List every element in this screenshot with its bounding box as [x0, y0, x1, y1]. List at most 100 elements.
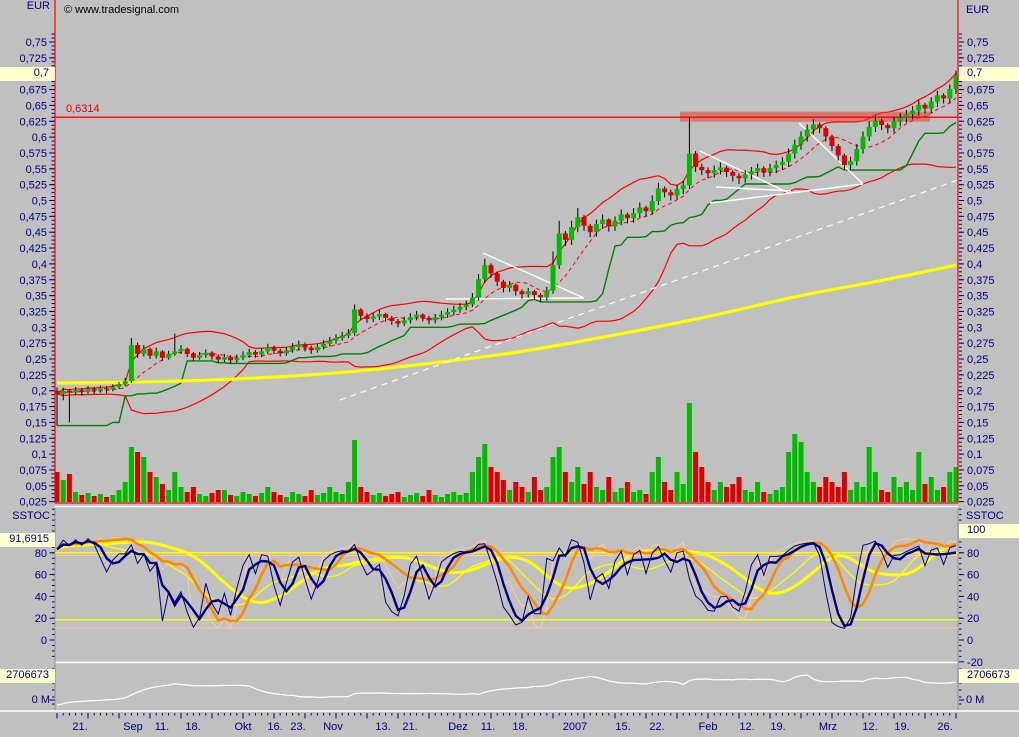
candle-body	[376, 313, 382, 317]
volume-bar	[600, 490, 606, 502]
volume-bar	[97, 494, 103, 502]
price-tick-label-left: 0,625	[19, 116, 47, 128]
xaxis-date-label: 11.	[481, 721, 495, 733]
volume-bar	[903, 482, 909, 502]
candle-body	[525, 291, 531, 295]
candle-body	[903, 114, 909, 118]
candle-body	[383, 313, 389, 318]
volume-bar	[383, 496, 389, 502]
price-tick-label-left: 0,45	[26, 227, 47, 239]
volume-bar	[910, 490, 916, 502]
volume-bar	[488, 467, 494, 502]
price-tick-label-left: 0,225	[19, 370, 47, 382]
price-axis-unit-left: EUR	[26, 0, 50, 12]
volume-bar	[166, 490, 172, 502]
sstoc-tick-label-left: 60	[35, 570, 47, 582]
candle-body	[259, 351, 265, 355]
candle-body	[928, 101, 934, 109]
volume-bar	[277, 495, 283, 502]
xaxis-date-label: Mrz	[819, 721, 837, 733]
candle-body	[823, 128, 829, 137]
candle-body	[680, 185, 686, 190]
volume-bar	[376, 493, 382, 502]
volume-bar	[773, 490, 779, 502]
volume-bar	[699, 467, 705, 502]
volume-bar	[854, 482, 860, 502]
candle-body	[810, 124, 816, 130]
candle-body	[668, 192, 674, 196]
price-tick-label-left: 0,075	[19, 465, 47, 477]
volume-bar	[767, 494, 773, 502]
xaxis-date-label: Nov	[323, 721, 343, 733]
price-tick-label-right: 0,65	[967, 100, 988, 112]
volume-bar	[686, 403, 692, 502]
price-tick-label-left: 0,025	[19, 497, 47, 509]
price-tick-label-right: 0,625	[967, 116, 995, 128]
candle-body	[203, 352, 209, 356]
volume-bar	[792, 434, 798, 502]
candle-body	[624, 214, 630, 219]
candle-body	[476, 279, 482, 298]
candle-body	[854, 149, 860, 162]
volume-bar	[265, 487, 271, 502]
candle-body	[265, 347, 271, 352]
volume-bar	[810, 482, 816, 502]
sstoc-tick-label-right: 80	[967, 548, 979, 560]
sstoc-tick-label-left: 20	[35, 613, 47, 625]
xaxis-date-label: 19.	[770, 721, 785, 733]
candle-body	[438, 314, 444, 318]
price-tick-label-right: 0,4	[967, 259, 982, 271]
candle-body	[494, 273, 500, 282]
sstoc-panel-title-right: SSTOC	[966, 510, 1004, 522]
volume-total-label-left: 2706673	[0, 669, 55, 683]
volume-bar	[122, 482, 128, 502]
candle-body	[655, 188, 661, 202]
price-tick-label-left: 0,3	[32, 322, 47, 334]
volume-bar	[829, 482, 835, 502]
candle-body	[290, 346, 296, 351]
volume-bar	[711, 490, 717, 502]
price-tick-label-left: 0,35	[26, 291, 47, 303]
volume-bar	[736, 477, 742, 502]
candle-body	[767, 168, 773, 172]
candle-body	[469, 297, 475, 305]
volume-bar	[407, 495, 413, 502]
price-tick-label-right: 0,175	[967, 402, 995, 414]
sstoc-tick-label-right: 0	[967, 635, 973, 647]
candle-body	[246, 352, 252, 356]
candle-body	[643, 207, 649, 212]
candle-body	[587, 225, 593, 233]
price-tick-label-right: 0,35	[967, 291, 988, 303]
candle-body	[66, 390, 72, 393]
price-tick-label-right: 0,125	[967, 433, 995, 445]
xaxis-date-label: Sep	[123, 721, 143, 733]
candle-body	[879, 120, 885, 126]
volume-bar	[513, 482, 519, 502]
candle-body	[221, 357, 227, 360]
candle-body	[500, 281, 506, 288]
volume-bar	[637, 490, 643, 502]
stoch-yellow-thin-line	[56, 543, 957, 607]
candle-body	[724, 167, 730, 172]
candle-body	[352, 309, 358, 334]
volume-bar	[786, 452, 792, 502]
highlighted-price-label-right: 0,7	[959, 67, 1019, 81]
candle-body	[686, 153, 692, 186]
candle-body	[711, 170, 717, 174]
candle-body	[581, 216, 587, 226]
candle-body	[531, 291, 537, 295]
candle-body	[110, 386, 116, 390]
highlighted-price-label-left: 0,7	[0, 67, 55, 81]
volume-bar	[364, 492, 370, 502]
volume-bar	[779, 487, 785, 502]
price-tick-label-right: 0,525	[967, 180, 995, 192]
candle-body	[252, 352, 258, 355]
candle-body	[773, 164, 779, 169]
volume-bar	[426, 490, 432, 502]
candle-body	[606, 219, 612, 227]
xaxis-date-label: 12.	[739, 721, 754, 733]
candle-body	[432, 317, 438, 321]
candle-body	[910, 110, 916, 115]
